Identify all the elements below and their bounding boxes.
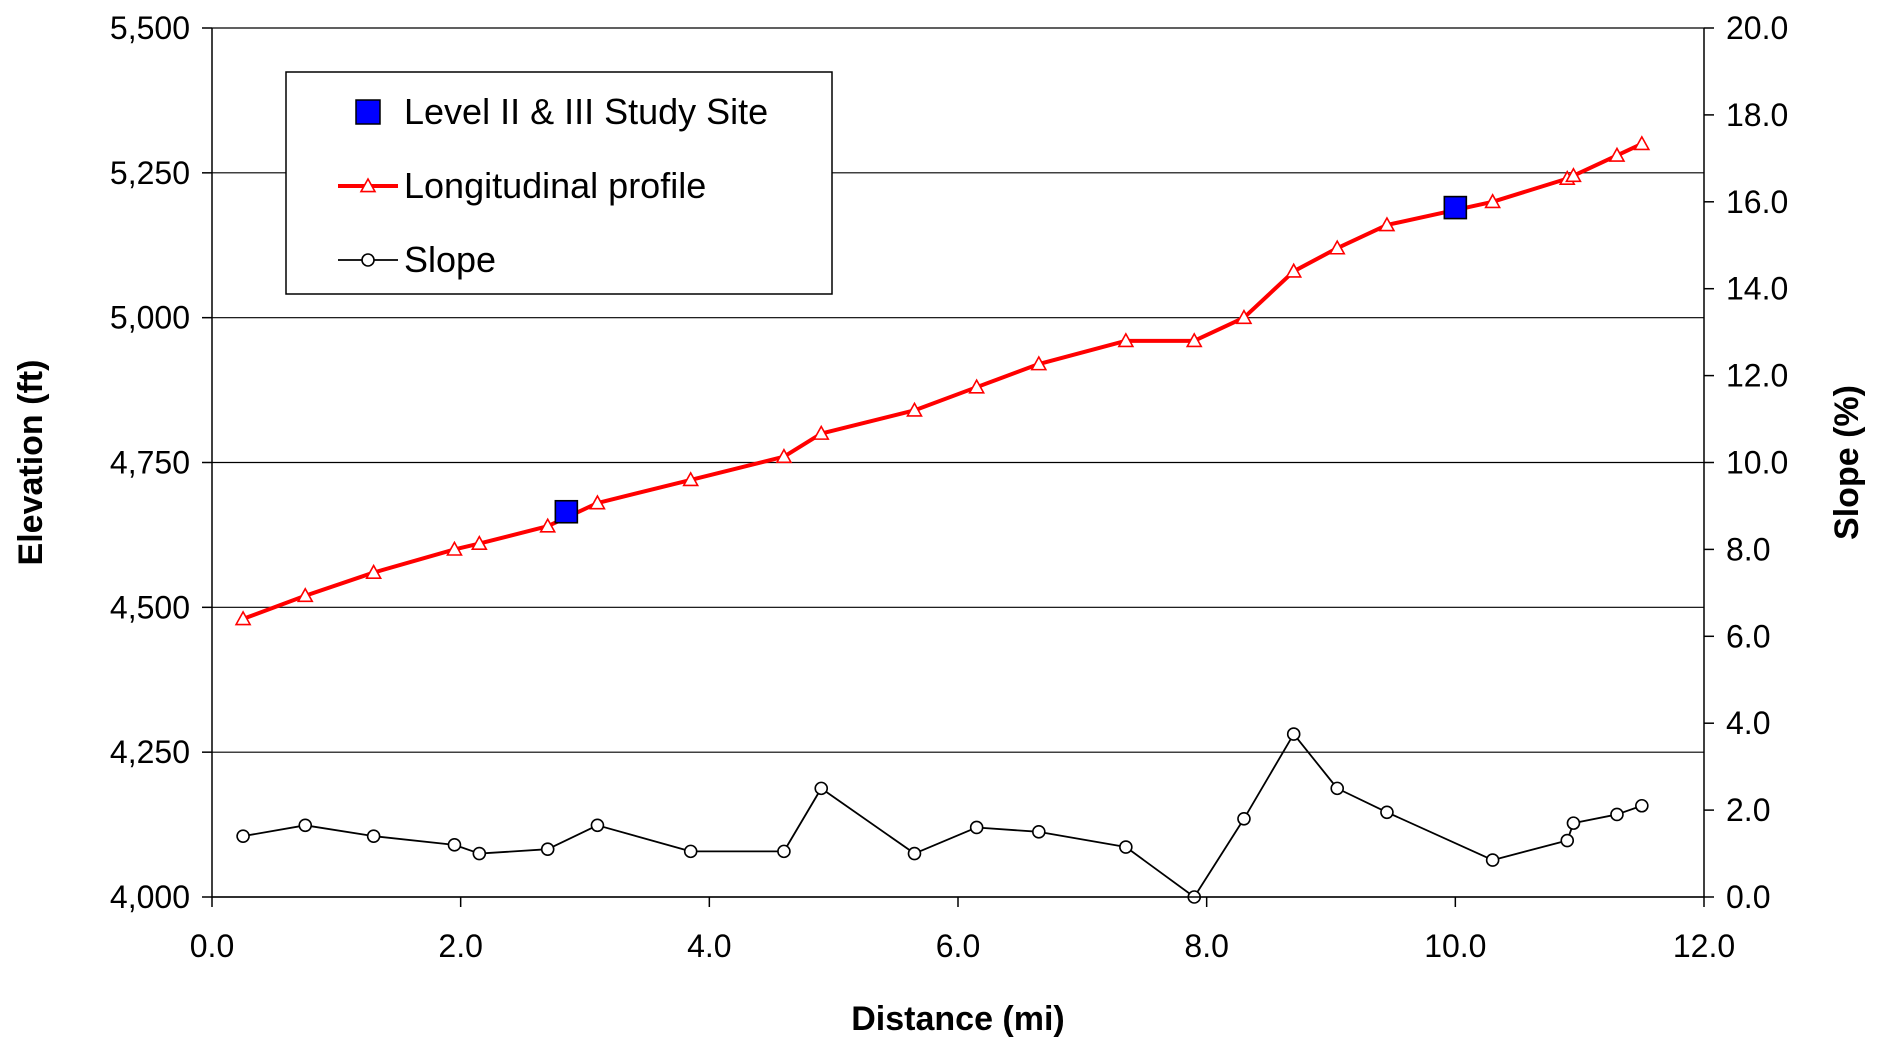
y2-tick-label: 10.0 (1726, 445, 1788, 481)
profile-point (1565, 167, 1582, 183)
slope-point (969, 820, 984, 835)
profile-point (682, 471, 700, 487)
legend-label: Slope (404, 239, 496, 280)
x-axis-title: Distance (mi) (851, 1000, 1065, 1038)
y2-tick-label: 2.0 (1726, 792, 1770, 828)
legend-label: Level II & III Study Site (404, 91, 768, 132)
legend-item: Slope (338, 239, 496, 280)
axes (202, 27, 1714, 907)
y2-tick-label: 6.0 (1726, 618, 1770, 654)
x-tick-label: 12.0 (1673, 928, 1735, 964)
y-tick-label: 4,250 (110, 734, 190, 770)
slope-point (298, 818, 313, 833)
profile-point (1328, 239, 1346, 255)
x-tick-label: 0.0 (190, 928, 234, 964)
y2-tick-label: 4.0 (1726, 705, 1770, 741)
profile-point (470, 534, 488, 551)
profile-point (234, 610, 252, 626)
slope-point (777, 844, 791, 859)
slope-point (1119, 840, 1133, 854)
slope-point (1566, 816, 1581, 830)
y2-tick-label: 16.0 (1726, 184, 1788, 220)
x-tick-label: 6.0 (936, 928, 980, 964)
y-tick-label: 4,000 (110, 879, 190, 915)
x-tick-label: 10.0 (1424, 928, 1486, 964)
legend-square-marker (355, 99, 381, 125)
profile-point (812, 424, 830, 440)
slope-point (1237, 811, 1251, 826)
slope-point (1485, 853, 1500, 867)
slope-point (236, 829, 250, 843)
slope-line (242, 733, 1643, 898)
slope-point (1635, 798, 1649, 813)
profile-point (775, 448, 793, 464)
profile-point (1633, 135, 1651, 151)
x-tick-label: 8.0 (1184, 928, 1228, 964)
y-axis-title: Elevation (ft) (12, 360, 50, 566)
legend-triangle-marker (359, 177, 377, 193)
legend-label: Longitudinal profile (404, 165, 706, 206)
y2-tick-label: 18.0 (1726, 97, 1788, 133)
slope-point (447, 838, 462, 852)
legend-items: Level II & III Study Site Longitudinal pr… (338, 91, 768, 280)
y2-tick-label: 0.0 (1726, 879, 1770, 915)
slope-point (1330, 781, 1345, 796)
y2-axis-title: Slope (%) (1828, 385, 1866, 540)
profile-point (1117, 332, 1135, 348)
profile-point (968, 378, 986, 394)
y2-tick-label: 20.0 (1726, 10, 1788, 46)
y2-tick-label: 12.0 (1726, 358, 1788, 394)
profile-point (1235, 309, 1253, 325)
profile-point (589, 494, 606, 510)
series-circle (236, 727, 1649, 904)
slope-point (907, 846, 922, 861)
slope-point (472, 846, 487, 861)
legend-circle-marker (361, 253, 375, 267)
profile-point (1185, 332, 1203, 348)
profile-point (539, 517, 557, 533)
legend-item: Level II & III Study Site (355, 91, 768, 132)
profile-point (1285, 262, 1303, 278)
slope-point (540, 842, 555, 857)
profile-point (1030, 355, 1048, 371)
y-tick-label: 4,500 (110, 589, 190, 625)
slope-point (683, 844, 698, 859)
legend-item: Longitudinal profile (338, 165, 706, 206)
profile-point (906, 401, 923, 417)
y-tick-label: 5,250 (110, 155, 190, 191)
y2-tick-label: 14.0 (1726, 271, 1788, 307)
profile-point (1378, 216, 1396, 232)
slope-point (366, 829, 381, 843)
profile-point (1484, 193, 1501, 209)
x-tick-label: 2.0 (438, 928, 482, 964)
slope-point (1286, 727, 1301, 741)
y2-tick-label: 8.0 (1726, 531, 1770, 567)
series-triangle (234, 135, 1651, 626)
study-site-point (554, 499, 579, 524)
y-tick-label: 4,750 (110, 445, 190, 481)
profile-point (1608, 146, 1626, 162)
slope-point (1610, 807, 1624, 822)
y-tick-label: 5,500 (110, 10, 190, 46)
profile-point (296, 587, 314, 603)
profile-point (365, 563, 382, 579)
slope-point (1560, 833, 1575, 848)
series-square (554, 195, 1468, 524)
slope-point (1032, 825, 1046, 839)
y-tick-label: 5,000 (110, 300, 190, 336)
study-site-point (1443, 195, 1468, 220)
profile-point (446, 540, 463, 556)
legend: Level II & III Study Site Longitudinal pr… (285, 71, 833, 295)
plot-series (234, 135, 1651, 904)
x-tick-label: 4.0 (687, 928, 731, 964)
slope-point (590, 818, 605, 833)
slope-point (1380, 805, 1394, 820)
tick-labels: 4,000 4,250 4,500 4,750 5,000 5,250 5,500 0.0 2.… (110, 10, 1788, 964)
slope-point (814, 781, 829, 796)
